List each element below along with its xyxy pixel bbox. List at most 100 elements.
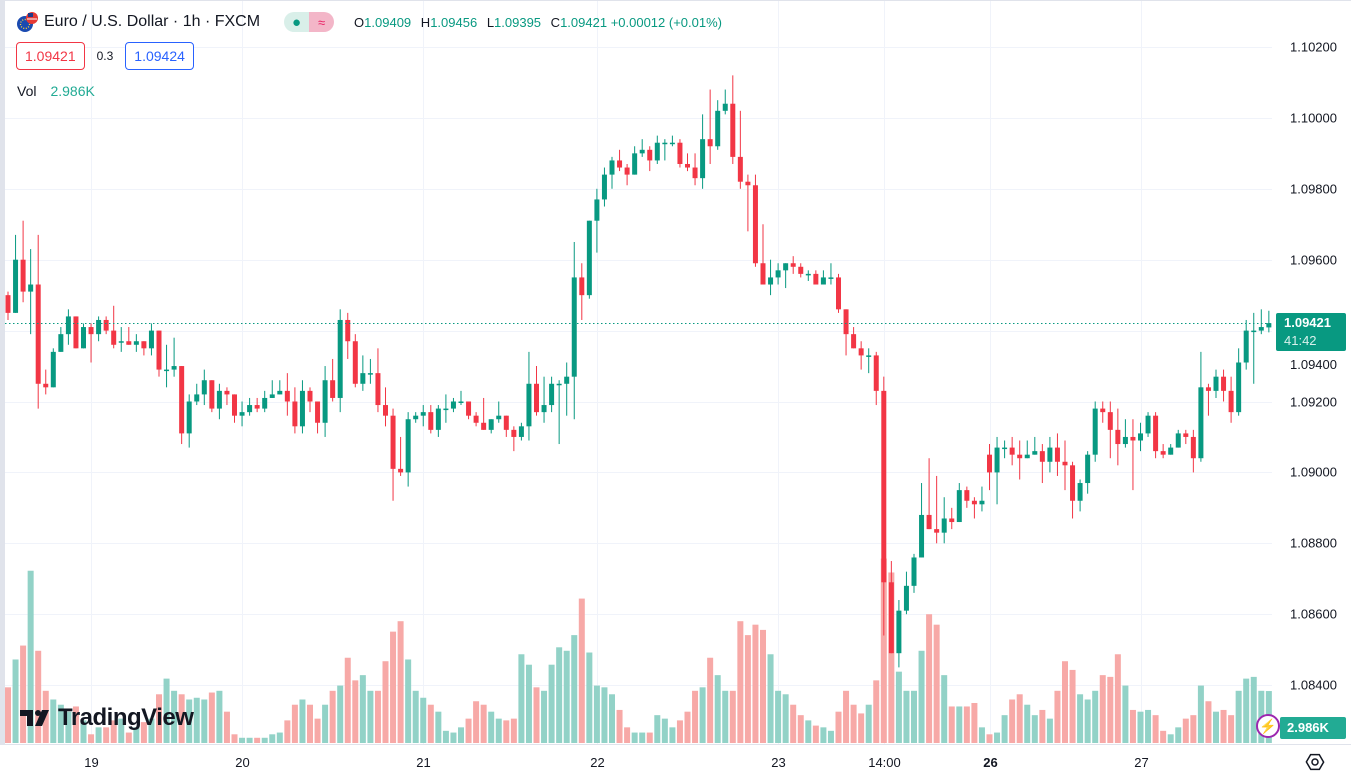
volume-bar [442,730,449,743]
volume-bar [525,664,532,743]
market-status-pill[interactable]: ● ≈ [284,12,335,32]
volume-bar [72,706,79,743]
volume-bar [661,718,668,743]
candle-body [805,273,811,276]
wave-icon[interactable]: ≈ [309,12,335,32]
bar-countdown: 41:42 [1284,333,1317,348]
logo-text: TradingView [58,704,194,731]
volume-bar [163,678,170,743]
lightning-icon[interactable]: ⚡ [1256,714,1280,738]
volume-bar [541,690,548,743]
buy-button[interactable]: 1.09424 [125,42,194,70]
candle-body [1070,465,1076,501]
volume-bar [865,704,872,743]
volume-bar [450,732,457,743]
candle-body [1145,415,1151,434]
price-tick-label: 1.08600 [1290,607,1337,622]
volume-bar [624,727,631,743]
volume-bar [858,713,865,743]
volume-bar [269,734,276,743]
candle-body [435,408,441,430]
symbol-title[interactable]: Euro / U.S. Dollar · 1h · FXCM [44,13,261,30]
candle-body [722,103,728,111]
volume-bar [646,732,653,743]
candle-body [571,277,577,377]
volume-bar [435,711,442,743]
candle-body [549,383,555,406]
candle-body [390,415,396,469]
price-tick-label: 1.08400 [1290,678,1337,693]
volume-bar [1152,715,1159,743]
candle-body [1039,451,1045,462]
volume-bar [57,704,64,743]
volume-bar [820,727,827,743]
volume-bar [1122,685,1129,743]
candle-body [262,397,268,409]
legend-header: Euro / U.S. Dollar · 1h · FXCM ● ≈ O1.09… [16,10,722,34]
low-label: L [486,14,495,30]
candle-body [669,142,675,145]
volume-bar [639,732,646,743]
volume-bar [27,570,34,743]
volume-bar [1114,654,1121,743]
volume-bar [880,558,887,743]
candle-body [88,327,94,335]
candle-body [677,142,683,164]
tradingview-logo[interactable]: TradingView [20,704,194,732]
volume-bars [5,558,1272,743]
candle-body [1160,451,1166,455]
candle-body [775,270,781,278]
candle-body [1236,362,1242,413]
volume-bar [178,694,185,743]
time-tick-label: 19 [84,755,98,770]
settings-hexagon-icon[interactable] [1305,752,1325,772]
price-tick-label: 1.10000 [1290,111,1337,126]
time-tick-label: 26 [983,755,997,770]
volume-bar [276,732,283,743]
volume-bar [5,687,11,743]
market-open-dot-icon[interactable]: ● [284,12,310,32]
last-price-tag: 1.09421 41:42 [1276,313,1346,351]
candle-body [133,341,139,345]
volume-bar [1031,715,1038,743]
volume-label: Vol [17,83,37,99]
volume-bar [933,624,940,743]
candle-body [971,500,977,505]
candle-body [994,447,1000,473]
candle-body [1024,454,1030,459]
candle-body [881,390,887,583]
candle-body [111,330,117,345]
volume-bar [156,694,162,743]
volume-bar [359,675,366,743]
candle-body [700,139,706,179]
volume-bar [616,709,623,743]
volume-bar [284,720,291,743]
time-axis[interactable]: 19 20 21 22 23 14:00 26 27 [84,755,1148,770]
sell-button[interactable]: 1.09421 [16,42,85,70]
price-axis[interactable]: 1.10200 1.10000 1.09800 1.09600 1.09400 1.092… [1290,40,1337,693]
candle-body [828,277,834,279]
candle-body [715,110,721,147]
volume-bar [1160,730,1167,743]
candle-body [503,415,509,430]
candle-body [1198,387,1204,459]
candle-body [277,390,283,395]
candle-body [398,468,404,473]
candle-body [216,390,222,409]
candle-body [662,142,668,145]
volume-bar [835,711,842,743]
volume-bar [193,697,200,743]
volume-bar [1107,676,1114,743]
candle-body [1243,330,1249,363]
candle-body [851,334,857,349]
left-edge-handle[interactable] [0,0,5,744]
volume-bar [586,652,593,743]
volume-bar [231,734,238,743]
candle-body [179,366,185,434]
volume-bar [374,690,381,743]
candle-body [594,199,600,221]
volume-bar [20,645,27,743]
candle-body [579,277,585,296]
candle-body [858,348,864,356]
